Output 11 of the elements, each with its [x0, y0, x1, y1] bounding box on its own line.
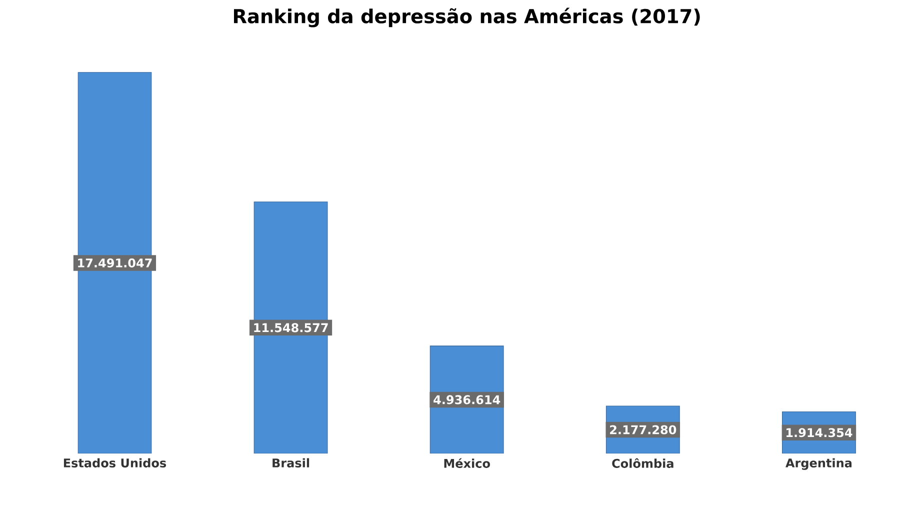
x-tick-label: Colômbia [612, 458, 674, 468]
x-tick-label: Argentina [786, 458, 852, 470]
data-label: 4.936.614 [434, 395, 500, 404]
data-label: 1.914.354 [786, 428, 852, 438]
x-tick-label: Estados Unidos [64, 458, 166, 468]
data-label: 2.177.280 [610, 425, 676, 435]
x-tick-label: México [444, 458, 490, 468]
data-label: 11.548.577 [254, 323, 328, 332]
data-label: 17.491.047 [78, 258, 152, 268]
x-tick-label: Brasil [272, 458, 310, 468]
chart-title: Ranking da depressão nas Américas (2017) [234, 8, 700, 28]
